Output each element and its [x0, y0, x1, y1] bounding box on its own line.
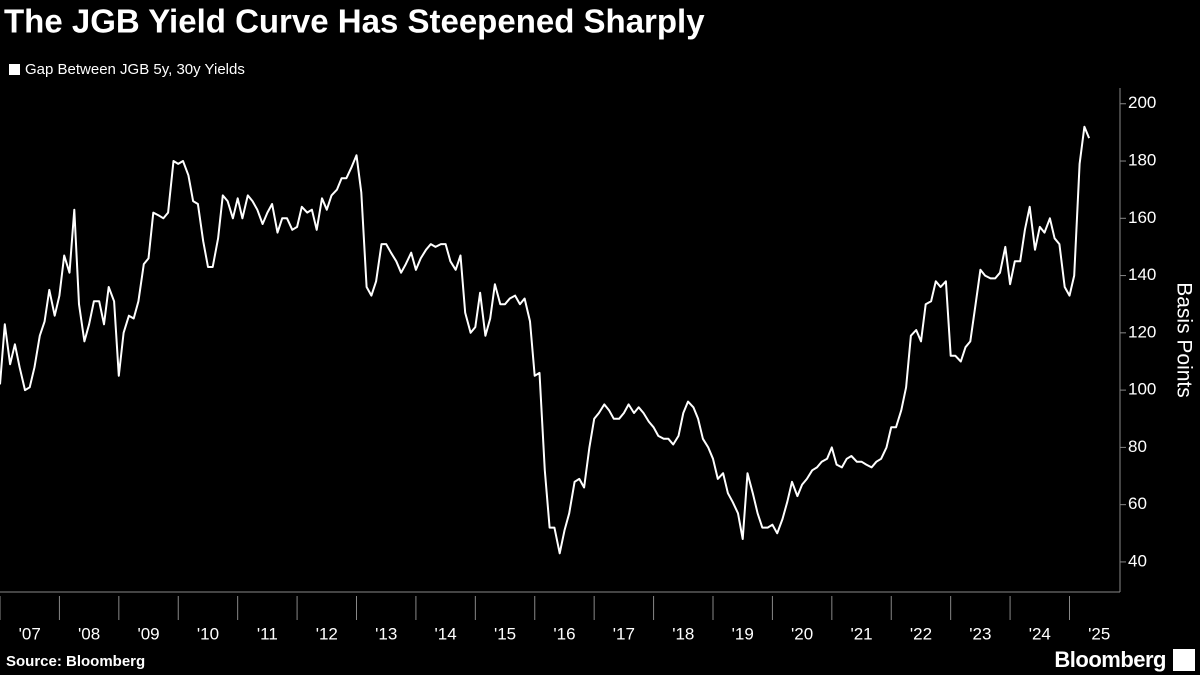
x-tick-label: '09: [137, 624, 159, 643]
y-tick-label: 60: [1128, 494, 1147, 513]
brand: Bloomberg: [1054, 647, 1166, 672]
x-tick-label: '25: [1088, 624, 1110, 643]
chart-title: The JGB Yield Curve Has Steepened Sharpl…: [4, 3, 705, 40]
y-tick-label: 120: [1128, 322, 1156, 341]
legend-swatch: [9, 64, 20, 75]
x-tick-label: '11: [257, 624, 278, 643]
y-tick-label: 200: [1128, 93, 1156, 112]
x-tick-label: '12: [316, 624, 338, 643]
x-tick-label: '17: [613, 624, 635, 643]
x-tick-label: '18: [672, 624, 694, 643]
y-tick-label: 40: [1128, 551, 1147, 570]
x-tick-label: '14: [435, 624, 457, 643]
y-tick-label: 140: [1128, 265, 1156, 284]
x-tick-label: '07: [19, 624, 41, 643]
legend-label: Gap Between JGB 5y, 30y Yields: [25, 61, 245, 78]
y-tick-label: 180: [1128, 151, 1156, 170]
x-tick-label: '08: [78, 624, 100, 643]
x-tick-label: '21: [850, 624, 872, 643]
brand-icon: [1173, 649, 1195, 671]
line: [0, 125, 1091, 555]
x-tick-label: '13: [375, 624, 397, 643]
x-tick-label: '16: [553, 624, 575, 643]
source: Source: Bloomberg: [6, 653, 145, 670]
x-tick-label: '15: [494, 624, 516, 643]
y-tick-label: 80: [1128, 437, 1147, 456]
y-tick-label: 160: [1128, 208, 1156, 227]
x-tick-label: '22: [910, 624, 932, 643]
x-tick-label: '24: [1029, 624, 1051, 643]
x-tick-label: '20: [791, 624, 813, 643]
y-tick-label: 100: [1128, 380, 1156, 399]
y-axis-label: Basis Points: [1172, 282, 1195, 398]
x-tick-label: '19: [732, 624, 754, 643]
x-tick-label: '10: [197, 624, 219, 643]
x-tick-label: '23: [969, 624, 991, 643]
